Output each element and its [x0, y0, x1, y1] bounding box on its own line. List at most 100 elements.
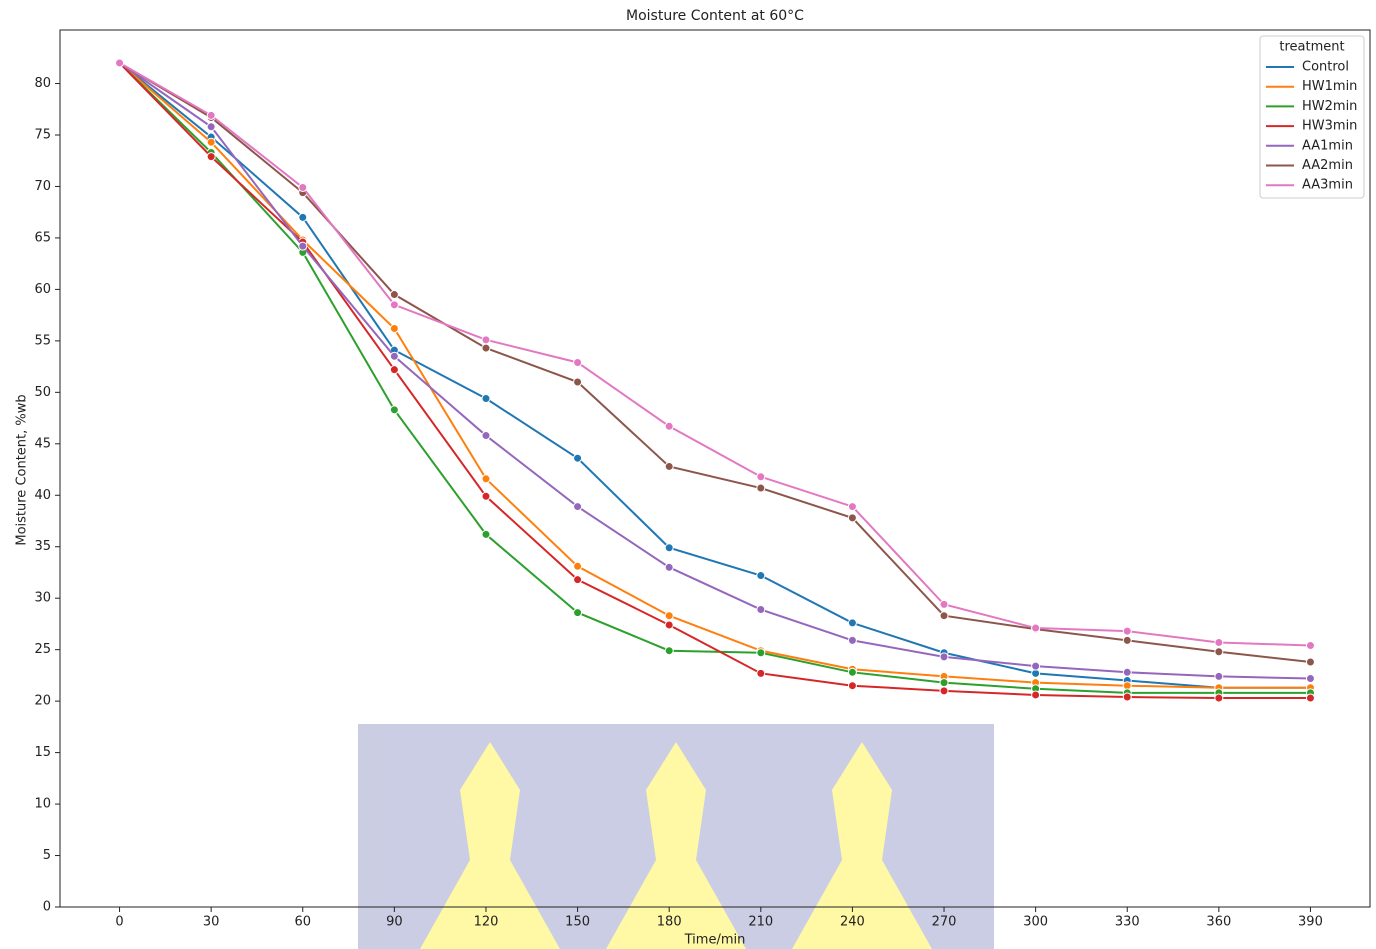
y-tick-label: 50 [34, 385, 51, 400]
data-point [757, 473, 765, 481]
legend-label: AA2min [1302, 158, 1353, 173]
data-point [940, 653, 948, 661]
data-point [848, 619, 856, 627]
data-point [574, 503, 582, 511]
y-tick-label: 0 [43, 900, 51, 915]
data-point [1123, 627, 1131, 635]
series-line [120, 63, 1311, 662]
data-point [390, 325, 398, 333]
data-point [390, 366, 398, 374]
data-point [665, 563, 673, 571]
data-point [1123, 668, 1131, 676]
y-tick-label: 40 [34, 488, 51, 503]
data-point [207, 111, 215, 119]
x-tick-label: 90 [386, 915, 403, 930]
data-point [848, 682, 856, 690]
series-line [120, 63, 1311, 693]
data-point [1215, 694, 1223, 702]
x-axis-label: Time/min [684, 933, 746, 948]
x-tick-label: 360 [1206, 915, 1231, 930]
legend-label: AA3min [1302, 178, 1353, 193]
x-tick-label: 240 [840, 915, 865, 930]
data-point [1215, 672, 1223, 680]
data-point [665, 647, 673, 655]
data-point [574, 378, 582, 386]
x-tick-label: 270 [932, 915, 957, 930]
x-tick-label: 150 [565, 915, 590, 930]
y-axis-label: Moisture Content, %wb [15, 394, 30, 545]
data-point [757, 649, 765, 657]
data-point [574, 576, 582, 584]
data-point [207, 153, 215, 161]
x-tick-label: 390 [1298, 915, 1323, 930]
data-point [940, 679, 948, 687]
y-tick-label: 5 [43, 848, 51, 863]
data-point [1215, 648, 1223, 656]
data-point [1215, 638, 1223, 646]
chart-title: Moisture Content at 60°C [626, 8, 804, 24]
legend-label: HW1min [1302, 79, 1357, 94]
y-tick-label: 30 [34, 591, 51, 606]
data-point [1306, 694, 1314, 702]
data-point [390, 352, 398, 360]
data-point [757, 669, 765, 677]
data-point [1306, 674, 1314, 682]
data-point [299, 242, 307, 250]
data-point [665, 422, 673, 430]
data-point [482, 475, 490, 483]
data-point [665, 462, 673, 470]
x-tick-label: 120 [474, 915, 499, 930]
series-line [120, 63, 1311, 698]
data-point [848, 668, 856, 676]
y-tick-label: 75 [34, 127, 51, 142]
data-point [482, 336, 490, 344]
data-point [574, 454, 582, 462]
y-tick-label: 10 [34, 797, 51, 812]
series-line [120, 63, 1311, 646]
data-point [207, 123, 215, 131]
data-point [1306, 642, 1314, 650]
data-point [665, 544, 673, 552]
data-point [848, 503, 856, 511]
legend-label: AA1min [1302, 138, 1353, 153]
x-tick-label: 300 [1023, 915, 1048, 930]
legend-label: Control [1302, 60, 1349, 75]
series-line [120, 63, 1311, 688]
x-tick-label: 180 [657, 915, 682, 930]
data-point [482, 492, 490, 500]
x-tick-label: 330 [1115, 915, 1140, 930]
data-point [1306, 658, 1314, 666]
data-point [665, 621, 673, 629]
x-tick-label: 0 [115, 915, 123, 930]
data-point [390, 406, 398, 414]
data-point [848, 636, 856, 644]
data-point [1032, 624, 1040, 632]
data-point [665, 612, 673, 620]
y-tick-label: 65 [34, 230, 51, 245]
data-point [574, 562, 582, 570]
data-point [116, 59, 124, 67]
data-point [757, 606, 765, 614]
data-point [482, 344, 490, 352]
x-tick-label: 210 [748, 915, 773, 930]
data-point [940, 687, 948, 695]
data-point [299, 183, 307, 191]
x-tick-label: 30 [203, 915, 220, 930]
data-point [207, 138, 215, 146]
data-point [574, 609, 582, 617]
data-point [482, 395, 490, 403]
legend-label: HW2min [1302, 99, 1357, 114]
data-point [482, 530, 490, 538]
legend-label: HW3min [1302, 119, 1357, 134]
data-point [1032, 691, 1040, 699]
data-point [848, 514, 856, 522]
data-point [390, 291, 398, 299]
y-tick-label: 25 [34, 642, 51, 657]
data-point [757, 484, 765, 492]
legend-title: treatment [1279, 40, 1344, 55]
data-point [1032, 662, 1040, 670]
y-tick-label: 55 [34, 333, 51, 348]
data-point [1123, 693, 1131, 701]
y-tick-label: 15 [34, 745, 51, 760]
data-point [940, 612, 948, 620]
